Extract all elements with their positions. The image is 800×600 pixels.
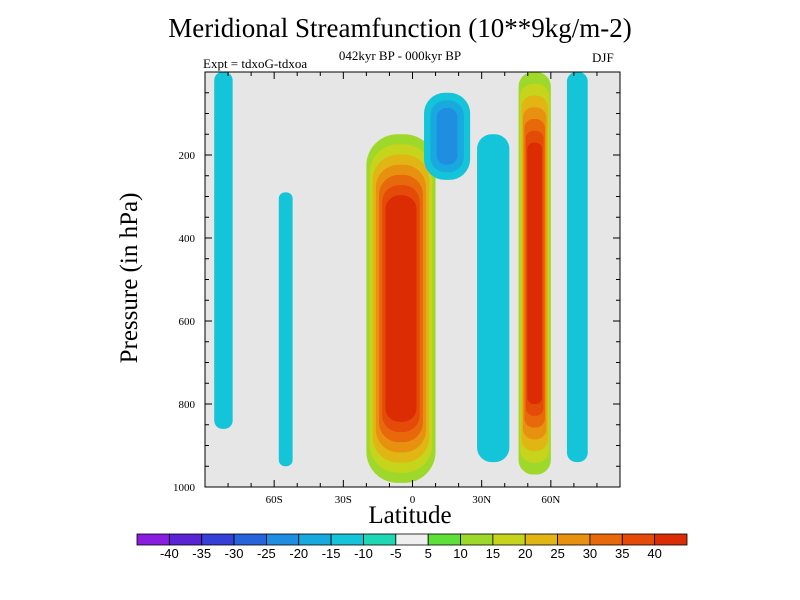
colorbar-label: -10 (354, 546, 373, 561)
colorbar-box (330, 533, 364, 546)
contour-band-4-0 (214, 72, 233, 429)
experiment-label: Expt = tdxoG-tdxoa (203, 56, 308, 71)
contour-band-5-0 (278, 192, 293, 467)
colorbar-label: 30 (583, 546, 597, 561)
colorbar-label: -40 (160, 546, 179, 561)
colorbar-box (460, 533, 494, 546)
y-tick-label: 400 (179, 233, 196, 245)
season-label: DJF (592, 50, 614, 65)
x-tick-label: 30N (472, 494, 491, 506)
contour-band-1-6 (527, 142, 542, 405)
colorbar-box (266, 533, 300, 546)
contour-band-0-6 (385, 195, 417, 422)
colorbar-label: -15 (322, 546, 341, 561)
y-tick-label: 800 (179, 399, 196, 411)
colorbar-box (621, 533, 656, 546)
colorbar-label: -30 (225, 546, 244, 561)
colorbar-label: 10 (453, 546, 467, 561)
colorbar-label: 5 (425, 546, 432, 561)
colorbar-label: 40 (647, 546, 661, 561)
colorbar-box (201, 533, 235, 546)
y-tick-label: 600 (179, 316, 196, 328)
colorbar-box (233, 533, 267, 546)
contour-band-2-2 (436, 108, 458, 165)
contour-fill-layer (214, 72, 588, 483)
chart-subtitle: 042kyr BP - 000kyr BP (338, 48, 462, 63)
colorbar-box (654, 533, 688, 546)
x-tick-label: 60N (541, 494, 560, 506)
x-tick-label: 60S (266, 494, 283, 506)
colorbar-box (395, 533, 429, 546)
colorbar-box (524, 533, 558, 546)
colorbar-label: 20 (518, 546, 532, 561)
colorbar-box (363, 533, 397, 546)
colorbar-box (427, 533, 461, 546)
y-tick-label: 200 (179, 150, 196, 162)
x-axis-label: Latitude (368, 502, 452, 529)
y-tick-label: 1000 (173, 482, 196, 494)
colorbar-box (298, 533, 332, 546)
colorbar-label: -35 (192, 546, 211, 561)
contour-band-6-0 (566, 72, 588, 463)
x-tick-label: 0 (410, 494, 416, 506)
colorbar-box (589, 533, 623, 546)
colorbar-box (492, 533, 526, 546)
chart-title: Meridional Streamfunction (10**9kg/m-2) (168, 13, 632, 43)
contour-band-3-0 (477, 134, 510, 463)
colorbar-box (557, 533, 591, 546)
colorbar-label: -20 (289, 546, 308, 561)
colorbar-box (168, 533, 203, 546)
colorbar-label: -5 (390, 546, 402, 561)
colorbar-label: 25 (550, 546, 564, 561)
colorbar-label: 15 (486, 546, 500, 561)
colorbar-label: -25 (257, 546, 276, 561)
x-tick-label: 30S (335, 494, 352, 506)
colorbar-label: 35 (615, 546, 629, 561)
colorbar-box (136, 533, 170, 546)
